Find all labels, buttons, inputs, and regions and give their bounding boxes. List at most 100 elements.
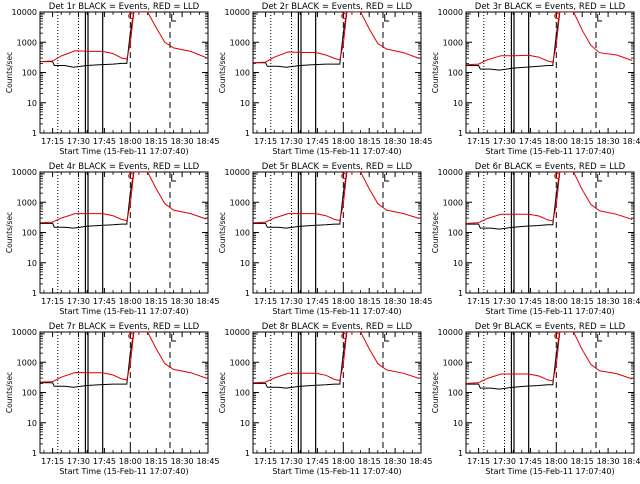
x-tick-label: 18:45 <box>622 137 640 146</box>
panel-title: Det 2r BLACK = Events, RED = LLD <box>262 2 413 12</box>
x-tick-label: 17:15 <box>41 297 64 306</box>
events-series-line <box>466 12 561 71</box>
y-axis-label: Counts/sec <box>431 52 440 93</box>
y-tick-label: 1 <box>458 449 463 458</box>
x-tick-label: 17:15 <box>41 457 64 466</box>
x-tick-label: 18:30 <box>597 457 620 466</box>
peak-marker <box>341 13 348 19</box>
y-tick-label: 1000 <box>443 38 463 47</box>
y-tick-label: 10 <box>453 99 463 108</box>
y-axis-label: Counts/sec <box>218 372 227 413</box>
plot-frame <box>39 171 209 294</box>
x-tick-label: 18:15 <box>145 137 168 146</box>
corner-marker <box>384 334 390 342</box>
y-tick-label: 10000 <box>438 168 463 177</box>
y-tick-label: 1000 <box>17 38 37 47</box>
x-axis-label: Start Time (15-Feb-11 17:07:40) <box>272 307 401 316</box>
y-tick-label: 100 <box>448 229 463 238</box>
x-tick-label: 18:30 <box>597 137 620 146</box>
y-axis-label: Counts/sec <box>5 52 14 93</box>
detector-panel-2: 1 10 100 1000 10000 17:15 17:30 17:45 18:00 18:15… <box>218 2 433 156</box>
y-axis-label: Counts/sec <box>218 212 227 253</box>
x-tick-label: 18:15 <box>358 297 381 306</box>
corner-marker <box>597 334 603 342</box>
y-tick-label: 1000 <box>443 198 463 207</box>
x-tick-label: 18:30 <box>384 457 407 466</box>
corner-marker <box>597 14 603 22</box>
x-axis-label: Start Time (15-Feb-11 17:07:40) <box>485 147 614 156</box>
lld-series-line <box>253 12 420 64</box>
y-tick-label: 1 <box>458 129 463 138</box>
lld-series-line <box>466 12 633 66</box>
peak-marker <box>341 333 348 339</box>
y-tick-label: 1 <box>245 129 250 138</box>
y-tick-label: 100 <box>235 229 250 238</box>
y-axis-label: Counts/sec <box>218 52 227 93</box>
detector-panel-4: 1 10 100 1000 10000 17:15 17:30 17:45 18:00 18:15… <box>5 162 220 316</box>
detector-panel-5: 1 10 100 1000 10000 17:15 17:30 17:45 18:00 18:15… <box>218 162 433 316</box>
x-tick-label: 18:00 <box>332 297 355 306</box>
x-tick-label: 18:45 <box>409 297 432 306</box>
y-tick-label: 1000 <box>230 198 250 207</box>
x-tick-label: 17:45 <box>519 297 542 306</box>
y-tick-label: 100 <box>235 69 250 78</box>
peak-marker <box>554 333 561 339</box>
y-tick-label: 1 <box>32 289 37 298</box>
x-tick-label: 18:15 <box>358 137 381 146</box>
x-axis-label: Start Time (15-Feb-11 17:07:40) <box>59 147 188 156</box>
panel-title: Det 4r BLACK = Events, RED = LLD <box>49 162 200 172</box>
x-tick-label: 18:15 <box>571 137 594 146</box>
x-tick-label: 17:45 <box>306 297 329 306</box>
y-tick-label: 1000 <box>17 198 37 207</box>
detector-panel-1: 1 10 100 1000 10000 17:15 17:30 17:45 18:00 18:15… <box>5 2 220 156</box>
detector-panel-7: 1 10 100 1000 10000 17:15 17:30 17:45 18:00 18:15… <box>5 322 220 476</box>
y-tick-label: 1 <box>458 289 463 298</box>
x-tick-label: 18:15 <box>571 457 594 466</box>
y-tick-label: 10000 <box>12 168 37 177</box>
plot-area <box>40 12 207 133</box>
lld-series-line <box>40 12 207 63</box>
lld-series-line <box>40 172 207 224</box>
plot-frame <box>39 331 209 454</box>
x-tick-label: 18:30 <box>597 297 620 306</box>
x-tick-label: 17:15 <box>254 457 277 466</box>
y-tick-label: 100 <box>22 389 37 398</box>
x-tick-label: 17:15 <box>467 457 490 466</box>
y-tick-label: 10 <box>240 419 250 428</box>
x-tick-label: 17:45 <box>519 457 542 466</box>
x-tick-label: 18:45 <box>409 137 432 146</box>
y-tick-label: 1 <box>32 129 37 138</box>
lld-series-line <box>466 172 633 224</box>
y-tick-label: 1000 <box>230 358 250 367</box>
panel-title: Det 5r BLACK = Events, RED = LLD <box>262 162 413 172</box>
y-tick-label: 1 <box>245 289 250 298</box>
x-tick-label: 17:15 <box>254 137 277 146</box>
x-tick-label: 17:45 <box>306 457 329 466</box>
plot-area <box>466 332 633 453</box>
plot-frame <box>465 171 635 294</box>
x-tick-label: 18:00 <box>119 297 142 306</box>
y-tick-label: 1 <box>245 449 250 458</box>
x-tick-label: 18:45 <box>196 457 219 466</box>
corner-marker <box>171 174 177 182</box>
y-tick-label: 10000 <box>225 328 250 337</box>
plot-frame <box>252 11 422 134</box>
plot-area <box>40 172 207 293</box>
x-tick-label: 18:00 <box>545 137 568 146</box>
plot-area <box>253 172 420 293</box>
x-tick-label: 18:30 <box>171 457 194 466</box>
x-tick-label: 17:45 <box>519 137 542 146</box>
peak-marker <box>128 333 135 339</box>
x-tick-label: 18:00 <box>119 457 142 466</box>
x-tick-label: 17:30 <box>280 137 303 146</box>
plot-frame <box>39 11 209 134</box>
panel-title: Det 1r BLACK = Events, RED = LLD <box>49 2 200 12</box>
y-tick-label: 100 <box>448 389 463 398</box>
events-series-line <box>40 332 135 388</box>
y-tick-label: 10000 <box>438 8 463 17</box>
plot-area <box>253 12 420 133</box>
detector-panel-3: 1 10 100 1000 10000 17:15 17:30 17:45 18:00 18:15… <box>431 2 640 156</box>
events-series-line <box>466 332 561 390</box>
